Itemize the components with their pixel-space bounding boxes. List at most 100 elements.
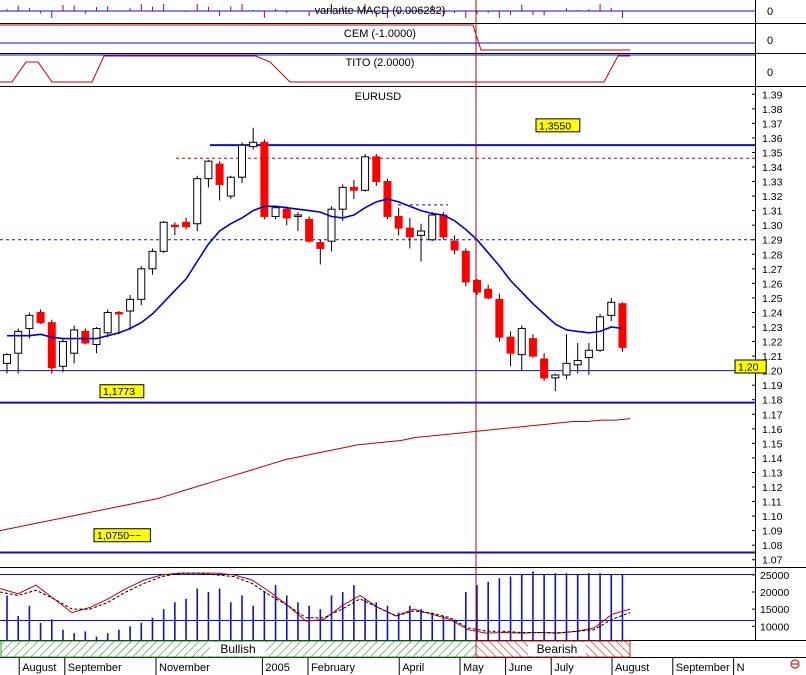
candle-body: [338, 186, 347, 210]
candle-body: [81, 330, 90, 344]
candle-body: [517, 327, 526, 356]
candle-body: [47, 322, 56, 369]
stochastic-d-line: [0, 572, 631, 634]
candle-body: [293, 214, 302, 217]
annotation-box: [93, 528, 151, 543]
candle-body: [361, 156, 370, 191]
cem-line: [0, 24, 630, 51]
x-tick-label: August: [615, 662, 649, 674]
price-panel: EURUSD 1.391.381.371.361.351.341.331.321…: [0, 89, 783, 567]
candle-body: [428, 214, 437, 241]
candle-body: [316, 242, 325, 249]
cem-axis-label: 0: [767, 35, 773, 47]
candle-body: [114, 311, 123, 315]
candle-body: [14, 330, 23, 354]
annotation-label: 1,3550: [539, 120, 571, 132]
candle-body: [596, 316, 605, 351]
candle-body: [394, 215, 403, 229]
price-tick-label: 1.28: [762, 249, 783, 261]
price-title: EURUSD: [355, 91, 402, 103]
x-tick-label: February: [311, 662, 356, 674]
candle-body: [528, 338, 537, 357]
price-tick-label: 1.34: [762, 162, 783, 174]
annotation-label: 1,20: [738, 362, 759, 374]
price-tick-label: 1.33: [762, 177, 783, 189]
tito-axis-label: 0: [767, 67, 773, 79]
cem-title: CEM (-1.0000): [344, 28, 416, 40]
candle-body: [506, 336, 515, 354]
candle-body: [193, 178, 202, 225]
level-lines: [0, 144, 755, 554]
price-tick-label: 1.32: [762, 191, 783, 203]
candle-body: [58, 341, 67, 367]
candle-body: [226, 176, 235, 197]
annotation-label: 1,1773: [103, 386, 135, 398]
cem-panel: CEM (-1.0000) 0: [0, 24, 773, 51]
moving-average-line: [7, 198, 623, 340]
tito-title: TITO (2.0000): [346, 57, 415, 69]
candle-body: [450, 240, 459, 251]
price-tick-label: 1.19: [762, 380, 783, 392]
price-annotations: 1,3550 1,20 1,1773 1,0750~~: [93, 118, 767, 543]
x-tick-label: 2005: [265, 662, 289, 674]
candle-body: [461, 250, 470, 283]
price-tick-label: 1.10: [762, 511, 783, 523]
price-tick-label: 1.37: [762, 118, 783, 130]
candle-body: [540, 358, 549, 379]
bearish-label: Bearish: [537, 642, 578, 656]
volume-bars: [6, 571, 624, 640]
candle-body: [618, 303, 627, 348]
signal-bar: Bullish Bearish: [0, 640, 631, 658]
price-tick-label: 1.17: [762, 409, 783, 421]
candle-body: [584, 349, 593, 359]
annotation-box: [734, 359, 767, 374]
candle-body: [495, 298, 504, 338]
volume-tick-label: 15000: [760, 604, 789, 616]
candle-body: [439, 214, 448, 238]
price-tick-label: 1.31: [762, 206, 783, 218]
candle-body: [70, 329, 79, 354]
volume-tick-label: 25000: [760, 570, 789, 582]
x-tick-label: N: [737, 662, 745, 674]
price-tick-label: 1.18: [762, 395, 783, 407]
candle-body: [573, 359, 582, 366]
candle-body: [137, 268, 146, 300]
macd-title: variante MACD (0.006282): [315, 5, 446, 17]
price-tick-label: 1.14: [762, 453, 783, 465]
candle-body: [182, 221, 191, 228]
price-tick-label: 1.13: [762, 467, 783, 479]
price-tick-label: 1.35: [762, 147, 783, 159]
macd-ticks: [6, 4, 623, 18]
x-tick-label: August: [22, 662, 56, 674]
candle-body: [126, 298, 135, 312]
candlesticks: [3, 127, 627, 391]
candle-body: [92, 327, 101, 345]
macd-panel: variante MACD (0.006282) 0: [0, 4, 773, 18]
x-tick-label: September: [68, 662, 122, 674]
candle-body: [170, 224, 179, 228]
price-tick-label: 1.27: [762, 264, 783, 276]
candle-body: [562, 362, 571, 376]
volume-y-axis: 25000 20000 15000 10000: [752, 570, 789, 633]
candle-body: [237, 144, 246, 178]
price-tick-label: 1.15: [762, 438, 783, 450]
price-tick-label: 1.12: [762, 482, 783, 494]
candle-body: [405, 227, 414, 238]
annotation-box: [535, 118, 581, 133]
candle-body: [417, 230, 426, 236]
price-tick-label: 1.07: [762, 555, 783, 567]
annotation-box: [99, 384, 145, 399]
x-tick-label: November: [159, 662, 210, 674]
candle-body: [305, 218, 314, 242]
candle-body: [204, 160, 213, 180]
candle-body: [271, 207, 280, 217]
candle-body: [551, 374, 560, 379]
candle-body: [215, 163, 224, 185]
price-y-axis: 1.39 1.38 1.37 1.36 1.35 1.34 1.33 1.32 1.31 1.30…: [752, 89, 783, 567]
candle-body: [148, 250, 157, 270]
x-tick-label: May: [463, 662, 484, 674]
long-moving-average-line: [0, 418, 631, 532]
price-tick-label: 1.29: [762, 235, 783, 247]
price-tick-label: 1.22: [762, 337, 783, 349]
